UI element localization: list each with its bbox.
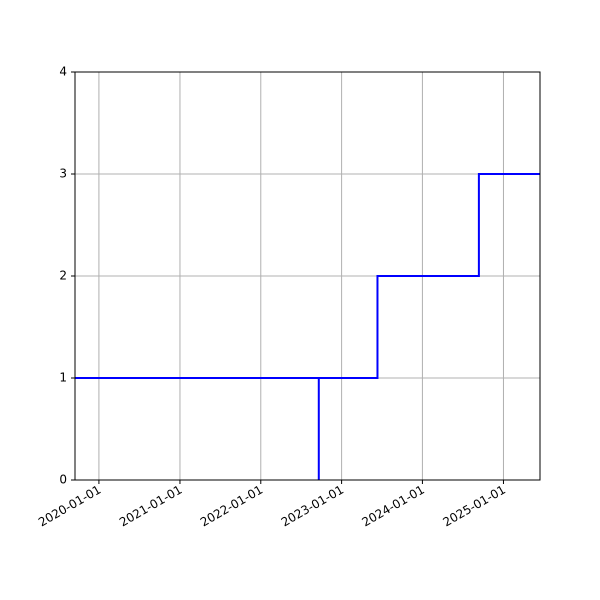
y-tick-label: 2 <box>59 269 67 283</box>
y-tick-label: 3 <box>59 167 67 181</box>
series-line <box>75 173 540 480</box>
y-tick-label: 1 <box>59 371 67 385</box>
y-tick-label: 0 <box>59 473 67 487</box>
series <box>75 173 540 480</box>
y-tick-label: 4 <box>59 65 67 79</box>
y-axis: 0 1 2 3 4 <box>59 65 75 487</box>
